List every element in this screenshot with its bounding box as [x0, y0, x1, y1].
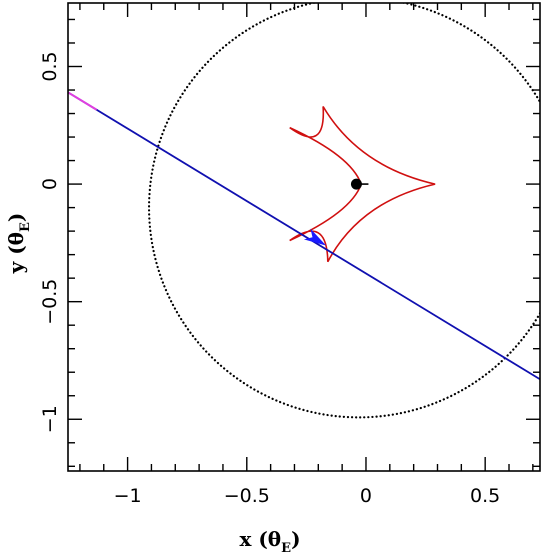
y-tick-label: 0.5 [39, 51, 61, 81]
plot-frame [67, 2, 541, 472]
source-trajectory [68, 91, 540, 381]
source-marker [303, 228, 327, 246]
y-axis-title: y (θE) [4, 213, 33, 275]
y-tick-label: −1 [39, 405, 61, 433]
y-tick-label: −0.5 [39, 279, 61, 325]
x-axis: −1 −0.5 0 0.5 [79, 3, 534, 507]
x-tick-label: −0.5 [224, 485, 270, 507]
einstein-ring [148, 3, 540, 419]
x-axis-title: x (θE) [239, 527, 300, 555]
x-tick-label: −1 [114, 485, 142, 507]
y-tick-label: 0 [39, 178, 61, 190]
plot-content [68, 3, 540, 419]
x-tick-label: 0.5 [470, 485, 500, 507]
x-tick-label: 0 [360, 485, 372, 507]
trajectory-start-segment [68, 91, 98, 111]
y-axis: −1 −0.5 0 0.5 [39, 18, 540, 467]
